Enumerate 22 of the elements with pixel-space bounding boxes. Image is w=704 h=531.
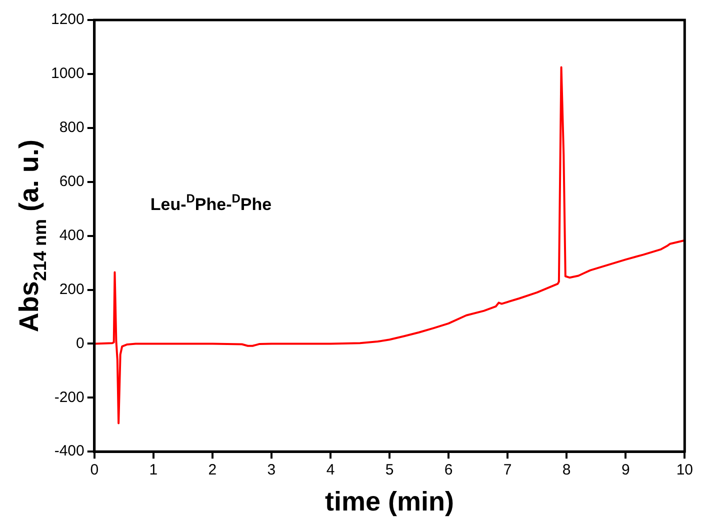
x-tick-label: 0 [90, 462, 99, 479]
y-tick-label: 400 [59, 226, 84, 244]
x-axis-title: time (min) [325, 486, 454, 516]
y-tick-label: 200 [59, 280, 84, 298]
y-tick-label: 1000 [50, 65, 84, 82]
y-tick-label: -200 [54, 388, 84, 406]
x-tick-label: 5 [385, 462, 394, 479]
x-tick-label: 7 [503, 462, 512, 479]
x-tick-label: 3 [267, 462, 276, 479]
y-tick-label: 0 [76, 334, 84, 352]
y-tick-label: 800 [59, 119, 84, 136]
x-tick-label: 8 [562, 462, 571, 479]
x-tick-label: 10 [676, 462, 693, 479]
y-axis-title: Abs214 nm (a. u.) [14, 140, 50, 332]
x-tick-label: 2 [208, 462, 217, 479]
x-tick-label: 1 [149, 462, 158, 479]
y-tick-label: 1200 [50, 11, 84, 28]
y-tick-label: 600 [59, 172, 84, 190]
x-tick-label: 6 [444, 462, 453, 479]
x-tick-label: 9 [621, 462, 630, 479]
x-tick-label: 4 [326, 462, 335, 479]
y-tick-label: -400 [54, 442, 84, 460]
